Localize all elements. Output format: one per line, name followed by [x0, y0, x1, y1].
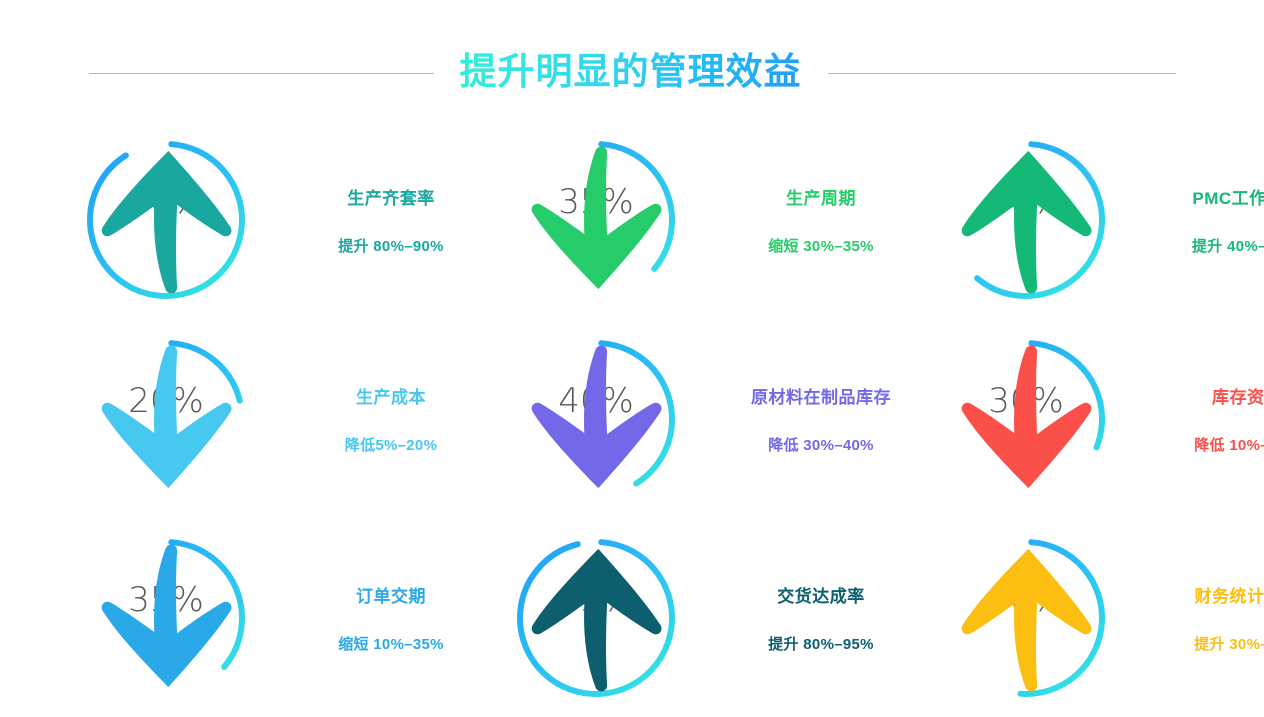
progress-ring: 60%	[944, 138, 1108, 302]
ring-center: 95%	[514, 536, 678, 700]
ring-center: 35%	[514, 138, 678, 302]
progress-ring-svg	[87, 339, 245, 498]
metric-delta: 缩短 10%–35%	[338, 635, 444, 653]
metric-delta: 提升 80%–90%	[338, 237, 444, 255]
metric-delta: 缩短 30%–35%	[768, 237, 874, 255]
progress-ring: 30%	[944, 337, 1108, 501]
arrow-down-icon	[101, 544, 232, 687]
progress-ring-svg	[517, 140, 675, 299]
progress-ring: 35%	[84, 536, 248, 700]
arrow-down-icon	[531, 146, 662, 289]
ring-center: 30%	[944, 337, 1108, 501]
arrow-up-icon	[961, 150, 1092, 293]
metric-name: 生产成本	[356, 387, 426, 407]
metric-card[interactable]: 60% PMC工作效率提升 40%–60 %	[926, 120, 1264, 319]
progress-ring-svg	[947, 538, 1105, 697]
metric-name: 生产周期	[786, 188, 856, 208]
title-rule-right	[827, 72, 1176, 74]
metric-delta: 提升 30%–50%	[1194, 635, 1264, 653]
arrow-up-icon	[961, 548, 1092, 691]
metric-delta: 降低5%–20%	[344, 436, 438, 454]
metric-labels: PMC工作效率提升 40%–60 %	[1142, 184, 1264, 256]
metric-delta: 提升 40%–60 %	[1191, 237, 1264, 255]
metric-name: 原材料在制品库存	[751, 387, 891, 407]
progress-ring: 95%	[514, 536, 678, 700]
metric-labels: 库存资金降低 10%–30%	[1142, 383, 1264, 455]
page-title: 提升明显的管理效益	[460, 50, 802, 96]
metric-labels: 生产齐套率提升 80%–90%	[286, 184, 496, 256]
ring-center: 90%	[84, 138, 248, 302]
progress-ring-svg	[947, 140, 1105, 299]
metric-labels: 生产成本降低5%–20%	[286, 383, 496, 455]
progress-ring: 50%	[944, 536, 1108, 700]
metric-labels: 财务统计效率提升 30%–50%	[1142, 582, 1264, 654]
metric-delta: 提升 80%–95%	[768, 635, 874, 653]
metric-name: 生产齐套率	[347, 188, 435, 208]
progress-ring-svg	[517, 339, 675, 498]
metric-labels: 原材料在制品库存 降低 30%–40%	[716, 383, 926, 455]
metric-name: 库存资金	[1212, 387, 1264, 407]
metric-delta: 降低 30%–40%	[768, 436, 874, 454]
progress-ring-svg	[87, 538, 245, 697]
ring-center: 20%	[84, 337, 248, 501]
metric-name: 订单交期	[356, 586, 426, 606]
arrow-down-icon	[961, 345, 1092, 488]
ring-center: 50%	[944, 536, 1108, 700]
arrow-up-icon	[531, 548, 662, 691]
progress-ring: 35%	[514, 138, 678, 302]
metric-name: PMC工作效率	[1192, 188, 1264, 208]
metric-name: 交货达成率	[777, 586, 865, 606]
progress-ring-svg	[517, 538, 675, 697]
ring-center: 40%	[514, 337, 678, 501]
metric-card[interactable]: 50% 财务统计效率提升 30%–50%	[926, 518, 1264, 717]
ring-center: 35%	[84, 536, 248, 700]
metric-labels: 交货达成率提升 80%–95%	[716, 582, 926, 654]
ring-center: 60%	[944, 138, 1108, 302]
metric-labels: 生产周期缩短 30%–35%	[716, 184, 926, 256]
progress-ring: 40%	[514, 337, 678, 501]
progress-ring-svg	[87, 140, 245, 299]
arrow-down-icon	[531, 345, 662, 488]
arrow-up-icon	[101, 150, 232, 293]
metric-card[interactable]: 30% 库存资金降低 10%–30%	[926, 319, 1264, 518]
arrow-down-icon	[101, 345, 232, 488]
title-rule-left	[88, 72, 434, 74]
metric-name: 财务统计效率	[1194, 586, 1264, 606]
progress-ring-svg	[947, 339, 1105, 498]
metric-labels: 订单交期缩短 10%–35%	[286, 582, 496, 654]
progress-ring: 90%	[84, 138, 248, 302]
progress-ring: 20%	[84, 337, 248, 501]
page-header: 提升明显的管理效益	[0, 38, 1264, 108]
metric-delta: 降低 10%–30%	[1194, 436, 1264, 454]
